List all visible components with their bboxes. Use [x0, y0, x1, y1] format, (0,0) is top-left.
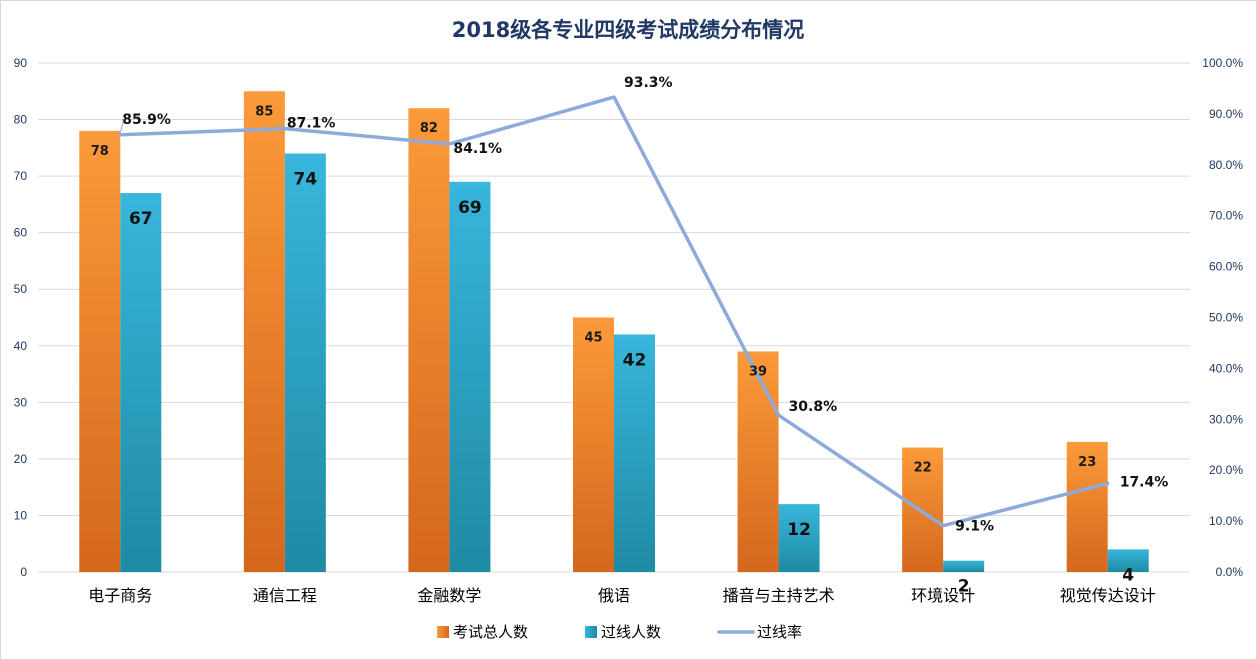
bar-total-label: 45	[584, 331, 602, 346]
y-left-tick-label: 90	[14, 56, 28, 70]
rate-label: 93.3%	[624, 75, 673, 91]
bar-total-label: 23	[1078, 455, 1096, 470]
bar-pass-label: 12	[787, 520, 811, 540]
y-right-tick-label: 70.0%	[1209, 209, 1243, 223]
bar-total-label: 85	[255, 104, 273, 119]
bar-total-label: 22	[914, 461, 932, 476]
legend-label-total: 考试总人数	[453, 623, 528, 641]
category-label: 俄语	[598, 586, 630, 605]
y-left-tick-label: 80	[14, 113, 28, 127]
bar-total	[408, 108, 450, 572]
bar-pass-label: 74	[294, 169, 318, 189]
category-label: 通信工程	[253, 586, 317, 605]
category-label: 金融数学	[417, 586, 481, 605]
y-left-tick-label: 30	[14, 395, 28, 409]
bar-total	[243, 91, 285, 573]
bar-total	[737, 351, 779, 572]
y-left-tick-label: 40	[14, 339, 28, 353]
legend: 考试总人数 过线人数 过线率	[437, 623, 802, 641]
y-right-tick-label: 50.0%	[1209, 311, 1243, 325]
y-left-tick-label: 70	[14, 169, 28, 183]
rate-point	[941, 524, 945, 528]
right-axis-ticks: 0.0% 10.0% 20.0% 30.0% 40.0% 50.0% 60.0% 70.0% 8…	[1202, 56, 1243, 579]
y-left-tick-label: 0	[20, 565, 27, 579]
rate-point	[777, 413, 781, 417]
y-right-tick-label: 40.0%	[1209, 361, 1243, 375]
y-right-tick-label: 30.0%	[1209, 412, 1243, 426]
legend-label-pass: 过线人数	[601, 623, 661, 641]
bar-pass	[449, 181, 491, 572]
y-left-tick-label: 60	[14, 226, 28, 240]
y-left-tick-label: 10	[14, 508, 28, 522]
chart-title: 2018级各专业四级考试成绩分布情况	[452, 18, 804, 42]
bar-pass	[943, 560, 985, 572]
y-left-tick-label: 50	[14, 282, 28, 296]
legend-swatch-total	[437, 626, 449, 638]
gridlines	[38, 62, 1190, 573]
rate-point	[283, 127, 287, 131]
y-right-tick-label: 0.0%	[1216, 565, 1244, 579]
bar-pass-label: 69	[458, 198, 482, 218]
y-right-tick-label: 90.0%	[1209, 107, 1243, 121]
rate-leader-line	[119, 118, 124, 133]
bar-pass	[614, 334, 655, 572]
left-axis-ticks: 0 10 20 30 40 50 60 70 80 90	[14, 56, 28, 579]
rate-label: 84.1%	[453, 141, 502, 157]
category-label: 环境设计	[911, 586, 975, 605]
category-label: 电子商务	[88, 586, 152, 605]
y-right-tick-label: 80.0%	[1209, 158, 1243, 172]
rate-leader-line	[278, 122, 286, 128]
rate-point	[612, 95, 616, 99]
y-right-tick-label: 20.0%	[1209, 463, 1243, 477]
bar-total-label: 82	[420, 121, 438, 136]
rate-label: 17.4%	[1120, 474, 1169, 490]
rate-point	[447, 142, 451, 146]
rate-point	[118, 133, 122, 137]
rate-label: 30.8%	[789, 399, 838, 415]
bar-pass-label: 4	[1122, 565, 1134, 585]
y-right-tick-label: 10.0%	[1209, 514, 1243, 528]
bar-pass-label: 2	[958, 577, 970, 597]
bar-pass-label: 67	[129, 209, 153, 229]
bar-total	[902, 447, 944, 572]
bar-pass	[120, 193, 162, 573]
category-label: 播音与主持艺术	[723, 586, 835, 605]
legend-swatch-pass	[585, 626, 597, 638]
bar-total-label: 39	[749, 364, 767, 379]
legend-label-rate: 过线率	[757, 623, 802, 641]
category-label: 视觉传达设计	[1060, 586, 1156, 605]
category-labels: 电子商务 通信工程 金融数学 俄语 播音与主持艺术 环境设计 视觉传达设计	[88, 586, 1155, 605]
rate-point	[1106, 481, 1110, 485]
y-right-tick-label: 100.0%	[1202, 56, 1243, 70]
bar-total	[573, 317, 614, 572]
rate-label: 87.1%	[287, 116, 336, 132]
bar-pass	[778, 504, 820, 572]
rate-label: 9.1%	[955, 519, 994, 535]
bar-total-label: 78	[91, 144, 109, 159]
bar-pass	[1107, 549, 1149, 572]
bars	[79, 91, 1149, 573]
bar-pass	[284, 153, 326, 572]
bar-total	[1066, 441, 1108, 572]
rate-label: 85.9%	[122, 112, 171, 128]
bar-pass-label: 42	[623, 350, 647, 370]
y-left-tick-label: 20	[14, 452, 28, 466]
bar-total	[79, 130, 121, 572]
rate-line	[118, 95, 1110, 528]
y-right-tick-label: 60.0%	[1209, 260, 1243, 274]
